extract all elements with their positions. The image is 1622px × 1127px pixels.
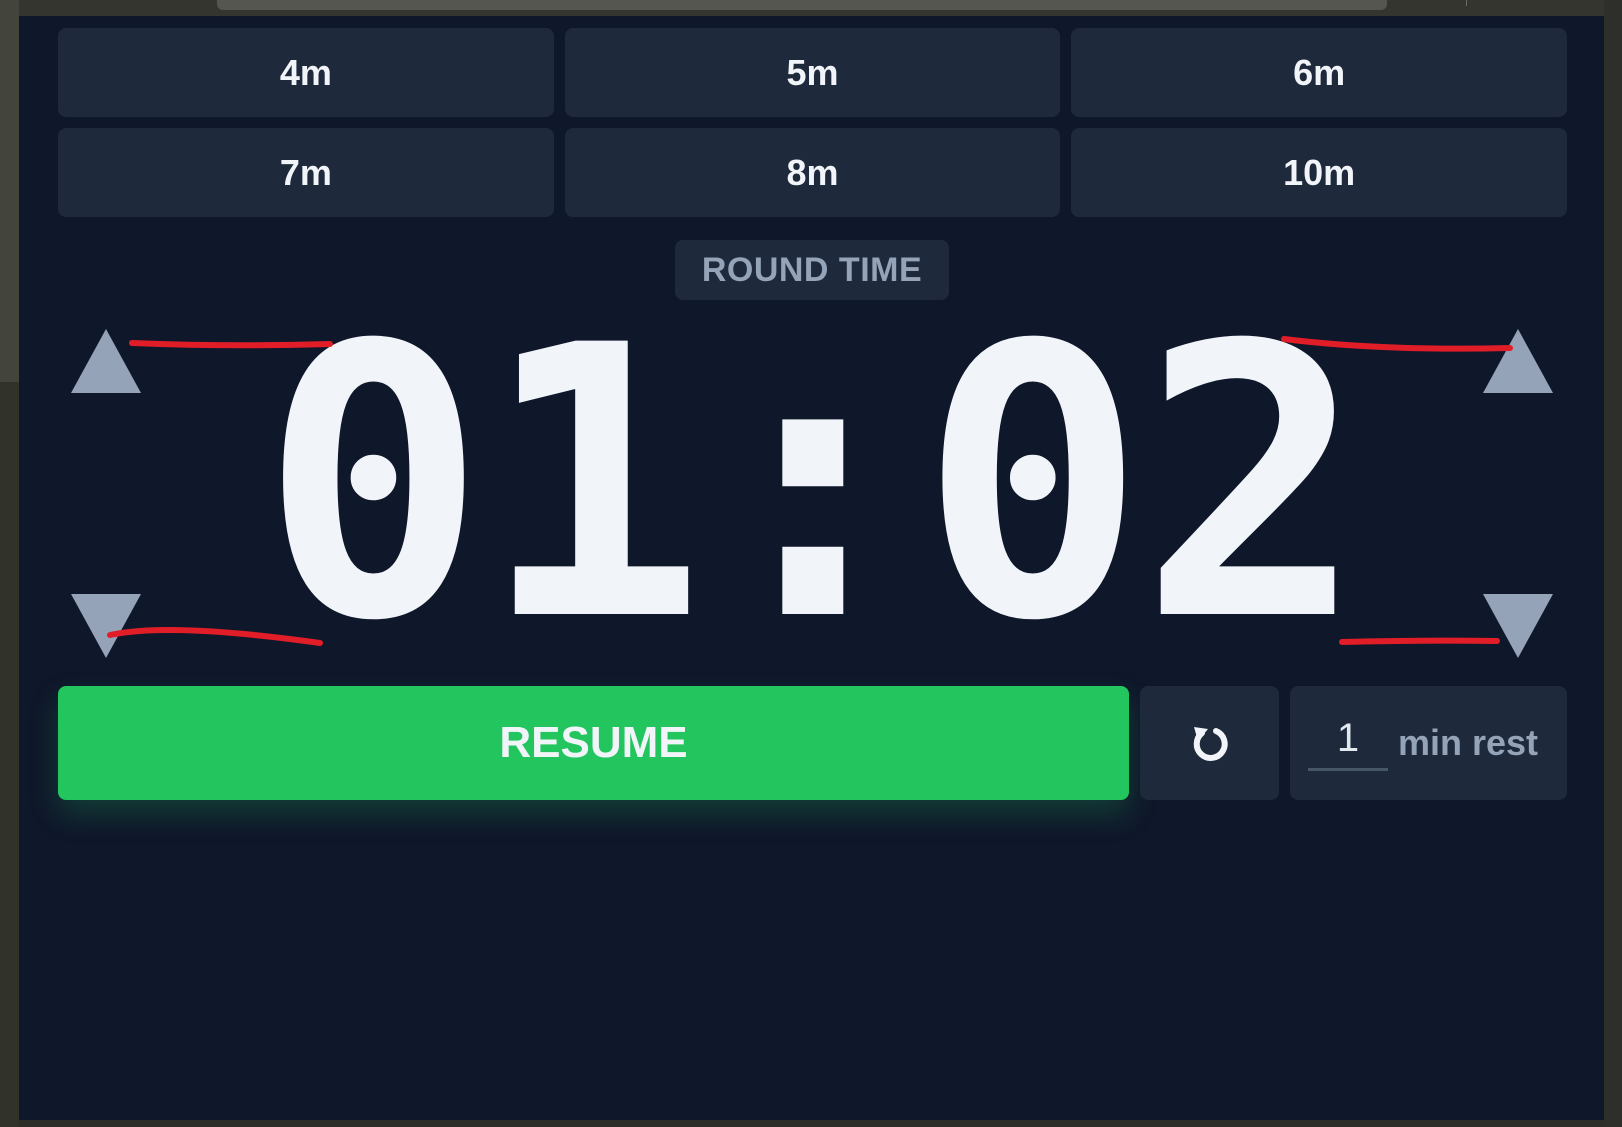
minutes-down-icon[interactable] — [71, 594, 141, 658]
timer-minutes[interactable]: 01 — [260, 266, 707, 703]
timer-display: 01:02 — [140, 297, 1480, 672]
rest-label: min rest — [1398, 722, 1539, 763]
scrollbar-thumb[interactable] — [217, 0, 1387, 10]
rest-control: min rest — [1290, 686, 1567, 800]
preset-button-7m[interactable]: 7m — [58, 128, 554, 217]
reset-button[interactable] — [1140, 686, 1279, 800]
preset-button-6m[interactable]: 6m — [1071, 28, 1567, 117]
seconds-down-icon[interactable] — [1483, 594, 1553, 658]
timer-separator: : — [700, 266, 926, 703]
reset-arrow-icon — [1193, 727, 1228, 761]
preset-grid: 4m 5m 6m 7m 8m 10m — [58, 28, 1567, 217]
window-edge-left-lower — [0, 382, 19, 1127]
preset-button-4m[interactable]: 4m — [58, 28, 554, 117]
scrollbar-tick — [1466, 0, 1467, 6]
preset-button-8m[interactable]: 8m — [564, 128, 1061, 217]
round-time-label: ROUND TIME — [675, 240, 949, 300]
minutes-up-icon[interactable] — [71, 329, 141, 393]
preset-button-5m[interactable]: 5m — [564, 28, 1061, 117]
window-edge-left-upper — [0, 0, 19, 382]
window-edge-right — [1604, 0, 1622, 1127]
window-edge-bottom — [19, 1120, 1604, 1127]
horizontal-scrollbar[interactable] — [19, 0, 1604, 16]
resume-button[interactable]: RESUME — [58, 686, 1129, 800]
timer-seconds[interactable]: 02 — [919, 266, 1366, 703]
preset-button-10m[interactable]: 10m — [1071, 128, 1567, 217]
rest-minutes-input[interactable] — [1308, 708, 1388, 771]
seconds-up-icon[interactable] — [1483, 329, 1553, 393]
